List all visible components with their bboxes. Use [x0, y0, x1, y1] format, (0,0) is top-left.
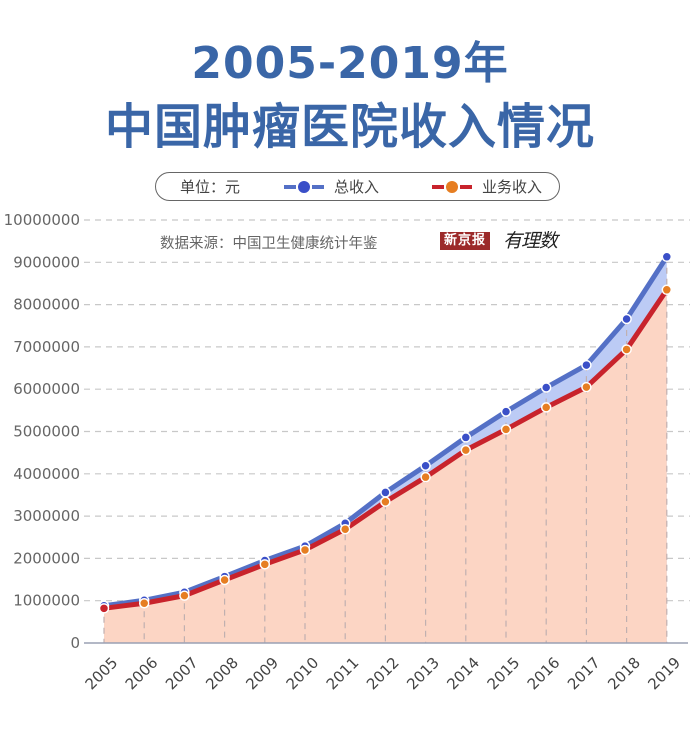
x-tick-label: 2012: [363, 654, 403, 694]
x-tick-label: 2013: [403, 654, 443, 694]
legend-item-business-income[interactable]: 业务收入: [432, 176, 542, 197]
x-tick-label: 2018: [604, 654, 644, 694]
business-income-point[interactable]: [138, 597, 150, 609]
x-tick-label: 2019: [644, 654, 684, 694]
y-tick-label: 5000000: [13, 423, 80, 441]
legend-marker-business-icon: [432, 180, 472, 193]
brand-logo-youlishu: 有理数: [503, 230, 558, 252]
y-tick-label: 4000000: [13, 465, 80, 483]
x-tick-label: 2014: [443, 654, 483, 694]
y-tick-label: 8000000: [13, 296, 80, 314]
total-income-point[interactable]: [621, 313, 632, 325]
business-income-point[interactable]: [219, 574, 230, 586]
y-tick-label: 2000000: [13, 549, 80, 567]
business-income-point[interactable]: [339, 523, 351, 535]
legend-item-total-income[interactable]: 总收入: [284, 176, 379, 197]
unit-label: 单位：元: [180, 178, 241, 196]
legend-marker-total-icon: [284, 180, 324, 193]
total-income-point[interactable]: [540, 382, 552, 393]
business-income-point[interactable]: [621, 344, 632, 355]
y-tick-label: 7000000: [13, 338, 80, 356]
chart-legend: 单位：元 总收入 业务收入: [155, 172, 560, 201]
business-income-area: [104, 289, 667, 643]
x-tick-label: 2015: [484, 654, 524, 694]
business-income-point[interactable]: [500, 424, 512, 435]
x-tick-label: 2010: [283, 654, 323, 694]
total-income-point[interactable]: [420, 460, 431, 472]
total-income-point[interactable]: [380, 487, 391, 498]
x-tick-label: 2017: [564, 654, 604, 694]
x-tick-label: 2011: [323, 654, 363, 694]
business-income-point[interactable]: [259, 559, 271, 570]
legend-label-total-income: 总收入: [334, 178, 380, 196]
business-income-point[interactable]: [299, 544, 311, 556]
brand-logo-xinjingbao: 新京报: [440, 232, 491, 250]
data-source-note: 数据来源：中国卫生健康统计年鉴: [160, 236, 378, 252]
chart-title-line1: 2005-2019年: [191, 38, 509, 89]
business-income-point[interactable]: [179, 590, 190, 601]
business-income-point[interactable]: [420, 471, 431, 483]
business-income-point[interactable]: [540, 402, 552, 413]
y-tick-label: 3000000: [13, 507, 80, 525]
business-income-point[interactable]: [581, 381, 592, 393]
x-tick-label: 2009: [242, 654, 282, 694]
y-tick-label: 10000000: [4, 211, 80, 229]
x-tick-label: 2007: [162, 654, 202, 694]
chart-title-line2: 中国肿瘤医院收入情况: [104, 99, 595, 155]
total-income-point[interactable]: [460, 432, 472, 443]
y-tick-label: 1000000: [13, 592, 80, 610]
legend-label-business-income: 业务收入: [482, 178, 543, 196]
total-income-point[interactable]: [500, 406, 512, 417]
total-income-point[interactable]: [581, 359, 592, 371]
y-tick-label: 6000000: [13, 380, 80, 398]
business-income-point[interactable]: [661, 284, 673, 296]
total-income-point[interactable]: [661, 251, 673, 263]
business-income-point[interactable]: [98, 603, 110, 614]
business-income-point[interactable]: [460, 444, 472, 456]
business-income-point[interactable]: [380, 496, 391, 507]
y-tick-label: 0: [70, 634, 80, 652]
x-tick-label: 2005: [82, 654, 122, 694]
y-tick-label: 9000000: [13, 253, 80, 271]
x-tick-label: 2016: [524, 654, 564, 694]
x-tick-label: 2006: [122, 654, 162, 694]
x-tick-label: 2008: [202, 654, 242, 694]
